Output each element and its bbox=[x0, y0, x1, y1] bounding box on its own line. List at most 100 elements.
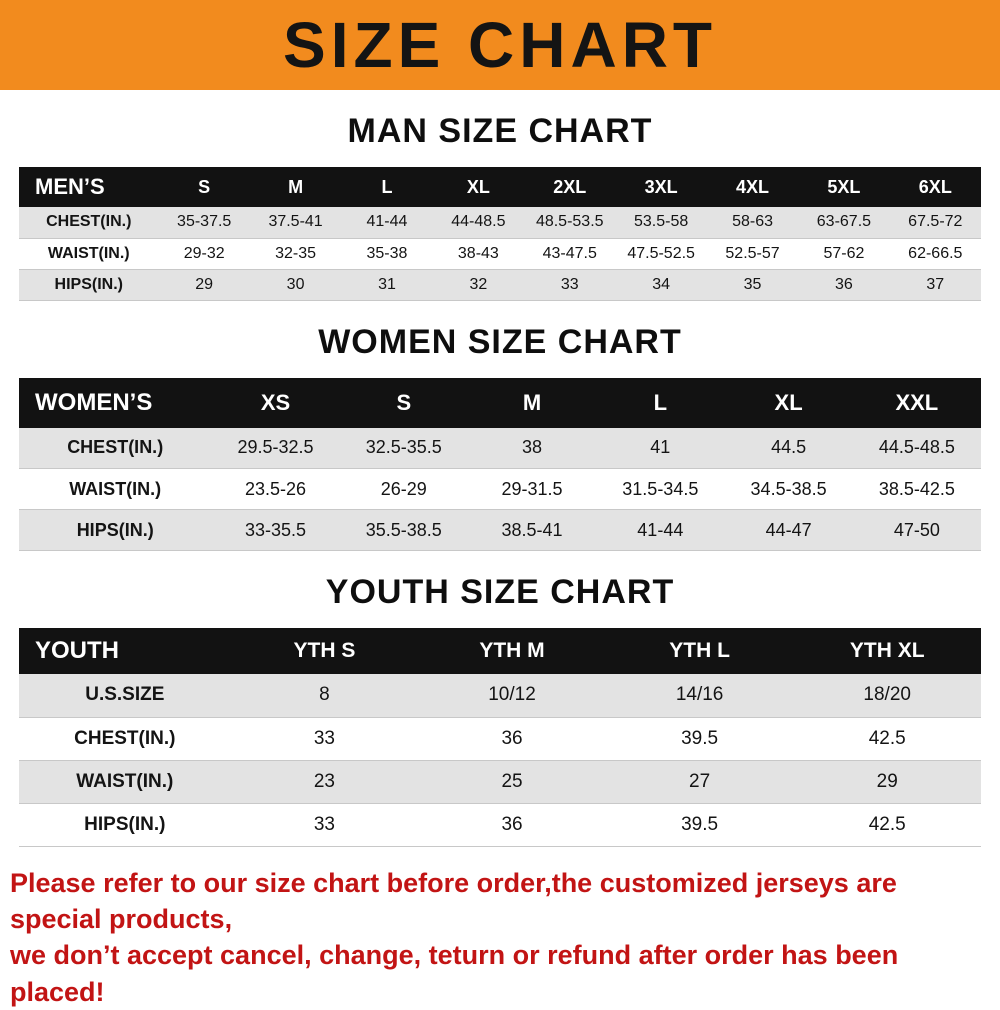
table-cell: 38 bbox=[468, 428, 596, 469]
table-cell: 35.5-38.5 bbox=[340, 510, 468, 551]
table-cell: 63-67.5 bbox=[798, 207, 889, 238]
table-cell: 38.5-41 bbox=[468, 510, 596, 551]
table-cell: 31.5-34.5 bbox=[596, 469, 724, 510]
table-cell: 39.5 bbox=[606, 717, 794, 760]
column-header: XXL bbox=[853, 378, 981, 428]
table-cell: 29-32 bbox=[158, 238, 249, 269]
table-cell: 33 bbox=[231, 803, 419, 846]
column-header: L bbox=[341, 167, 432, 207]
column-header: S bbox=[340, 378, 468, 428]
column-header: M bbox=[250, 167, 341, 207]
column-header: L bbox=[596, 378, 724, 428]
table-cell: 33 bbox=[231, 717, 419, 760]
table-cell: 32 bbox=[433, 269, 524, 300]
column-header: 2XL bbox=[524, 167, 615, 207]
table-cell: 32.5-35.5 bbox=[340, 428, 468, 469]
footer-disclaimer-line-1: Please refer to our size chart before or… bbox=[10, 865, 990, 938]
row-label: WAIST(IN.) bbox=[19, 469, 211, 510]
table-cell: 36 bbox=[798, 269, 889, 300]
column-header: YTH M bbox=[418, 628, 606, 674]
table-cell: 52.5-57 bbox=[707, 238, 798, 269]
table-cell: 38-43 bbox=[433, 238, 524, 269]
column-header: 5XL bbox=[798, 167, 889, 207]
table-cell: 32-35 bbox=[250, 238, 341, 269]
table-cell: 35-38 bbox=[341, 238, 432, 269]
table-cell: 57-62 bbox=[798, 238, 889, 269]
women-size-chart-heading: WOMEN SIZE CHART bbox=[0, 323, 1000, 362]
table-cell: 18/20 bbox=[793, 674, 981, 717]
table-cell: 25 bbox=[418, 760, 606, 803]
table-cell: 33 bbox=[524, 269, 615, 300]
column-header: M bbox=[468, 378, 596, 428]
table-cell: 53.5-58 bbox=[615, 207, 706, 238]
table-cell: 23 bbox=[231, 760, 419, 803]
table-cell: 36 bbox=[418, 803, 606, 846]
page-title: SIZE CHART bbox=[283, 8, 717, 82]
table-cell: 41-44 bbox=[596, 510, 724, 551]
row-label: CHEST(IN.) bbox=[19, 207, 158, 238]
row-label: HIPS(IN.) bbox=[19, 269, 158, 300]
table-cell: 44-48.5 bbox=[433, 207, 524, 238]
table-cell: 26-29 bbox=[340, 469, 468, 510]
column-header: 4XL bbox=[707, 167, 798, 207]
column-header: YTH S bbox=[231, 628, 419, 674]
table-cell: 29 bbox=[793, 760, 981, 803]
table-cell: 10/12 bbox=[418, 674, 606, 717]
table-cell: 34 bbox=[615, 269, 706, 300]
table-cell: 31 bbox=[341, 269, 432, 300]
column-header: YTH L bbox=[606, 628, 794, 674]
footer-disclaimer: Please refer to our size chart before or… bbox=[10, 865, 990, 1010]
column-header: XS bbox=[211, 378, 339, 428]
row-label: CHEST(IN.) bbox=[19, 428, 211, 469]
table-cell: 33-35.5 bbox=[211, 510, 339, 551]
table-cell: 43-47.5 bbox=[524, 238, 615, 269]
row-label: HIPS(IN.) bbox=[19, 510, 211, 551]
table-cell: 29 bbox=[158, 269, 249, 300]
table-cell: 62-66.5 bbox=[890, 238, 981, 269]
table-cell: 29.5-32.5 bbox=[211, 428, 339, 469]
table-cell: 47-50 bbox=[853, 510, 981, 551]
table-cell: 37.5-41 bbox=[250, 207, 341, 238]
row-label: HIPS(IN.) bbox=[19, 803, 231, 846]
table-cell: 34.5-38.5 bbox=[724, 469, 852, 510]
column-header: 6XL bbox=[890, 167, 981, 207]
table-cell: 8 bbox=[231, 674, 419, 717]
table-cell: 58-63 bbox=[707, 207, 798, 238]
table-cell: 44.5 bbox=[724, 428, 852, 469]
column-header: S bbox=[158, 167, 249, 207]
table-cell: 23.5-26 bbox=[211, 469, 339, 510]
row-label: WAIST(IN.) bbox=[19, 238, 158, 269]
row-label: WAIST(IN.) bbox=[19, 760, 231, 803]
table-cell: 29-31.5 bbox=[468, 469, 596, 510]
table-cell: 39.5 bbox=[606, 803, 794, 846]
table-cell: 35 bbox=[707, 269, 798, 300]
table-cell: 27 bbox=[606, 760, 794, 803]
column-header: XL bbox=[724, 378, 852, 428]
youth-size-chart-heading: YOUTH SIZE CHART bbox=[0, 573, 1000, 612]
footer-disclaimer-line-2: we don’t accept cancel, change, teturn o… bbox=[10, 937, 990, 1010]
table-cell: 38.5-42.5 bbox=[853, 469, 981, 510]
table-cell: 41 bbox=[596, 428, 724, 469]
table-cell: 35-37.5 bbox=[158, 207, 249, 238]
table-cell: 47.5-52.5 bbox=[615, 238, 706, 269]
table-cell: 41-44 bbox=[341, 207, 432, 238]
table-cell: 30 bbox=[250, 269, 341, 300]
table-corner-label: WOMEN’S bbox=[19, 378, 211, 428]
